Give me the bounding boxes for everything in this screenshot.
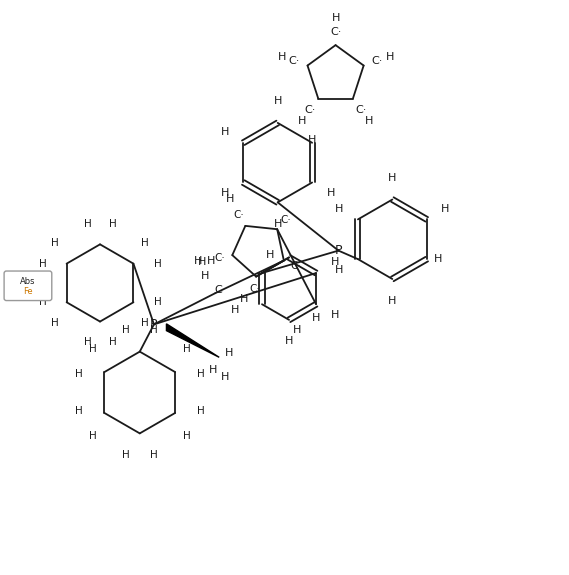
Text: H: H bbox=[154, 297, 161, 306]
Text: H: H bbox=[197, 369, 205, 378]
Text: H: H bbox=[207, 256, 216, 266]
Text: C·: C· bbox=[304, 105, 316, 114]
Text: H: H bbox=[331, 13, 340, 23]
Text: P: P bbox=[150, 318, 158, 331]
Text: H: H bbox=[434, 254, 442, 264]
Text: H: H bbox=[84, 337, 92, 347]
Text: H: H bbox=[388, 296, 397, 305]
Text: H: H bbox=[84, 219, 92, 229]
Text: H: H bbox=[327, 188, 335, 198]
Text: H: H bbox=[225, 348, 234, 358]
Text: H: H bbox=[141, 237, 149, 248]
Text: Abs: Abs bbox=[20, 277, 36, 286]
Text: C·: C· bbox=[330, 26, 341, 36]
Text: C·: C· bbox=[215, 253, 225, 263]
Text: H: H bbox=[441, 204, 450, 213]
Text: H: H bbox=[39, 297, 47, 306]
Text: H: H bbox=[240, 294, 248, 304]
Text: P: P bbox=[335, 244, 342, 257]
Text: H: H bbox=[141, 319, 149, 328]
Text: H: H bbox=[109, 337, 117, 347]
Text: H: H bbox=[154, 259, 161, 269]
Text: H: H bbox=[220, 188, 229, 198]
Text: H: H bbox=[89, 344, 97, 354]
Text: H: H bbox=[294, 325, 302, 335]
Text: H: H bbox=[122, 450, 129, 460]
Text: H: H bbox=[312, 313, 320, 323]
Text: C: C bbox=[214, 285, 222, 296]
Text: H: H bbox=[109, 219, 117, 229]
Text: H: H bbox=[335, 204, 344, 213]
Text: H: H bbox=[193, 256, 202, 266]
Text: H: H bbox=[266, 250, 274, 260]
Text: H: H bbox=[365, 116, 373, 125]
Text: H: H bbox=[331, 310, 339, 320]
Text: H: H bbox=[274, 219, 282, 229]
Text: H: H bbox=[278, 52, 286, 62]
Text: H: H bbox=[51, 237, 59, 248]
Text: H: H bbox=[183, 431, 191, 441]
Text: C·: C· bbox=[280, 215, 291, 225]
Text: H: H bbox=[122, 325, 129, 335]
FancyBboxPatch shape bbox=[4, 271, 52, 301]
Text: H: H bbox=[308, 135, 316, 145]
Text: H: H bbox=[385, 52, 394, 62]
Text: C·: C· bbox=[355, 105, 366, 114]
Text: C·: C· bbox=[371, 56, 382, 66]
Text: H: H bbox=[221, 372, 229, 382]
Text: H: H bbox=[209, 365, 218, 375]
Text: C·: C· bbox=[234, 210, 245, 220]
Text: H: H bbox=[331, 257, 339, 267]
Text: C·: C· bbox=[249, 284, 260, 294]
Polygon shape bbox=[167, 324, 219, 357]
Text: H: H bbox=[225, 194, 234, 204]
Text: H: H bbox=[51, 319, 59, 328]
Text: H: H bbox=[75, 407, 83, 416]
Text: H: H bbox=[298, 116, 307, 125]
Text: Fe: Fe bbox=[23, 287, 33, 296]
Text: H: H bbox=[388, 173, 397, 183]
Text: H: H bbox=[285, 336, 293, 346]
Text: H: H bbox=[197, 407, 205, 416]
Text: C·: C· bbox=[289, 56, 300, 66]
Text: H: H bbox=[150, 450, 158, 460]
Text: H: H bbox=[75, 369, 83, 378]
Text: H: H bbox=[197, 256, 206, 267]
Text: H: H bbox=[89, 431, 97, 441]
Text: H: H bbox=[201, 271, 209, 281]
Text: H: H bbox=[335, 265, 344, 275]
Text: C·: C· bbox=[290, 260, 300, 271]
Text: H: H bbox=[150, 325, 158, 335]
Text: H: H bbox=[231, 305, 240, 315]
Text: H: H bbox=[220, 127, 229, 137]
Text: H: H bbox=[274, 97, 282, 106]
Text: H: H bbox=[39, 259, 47, 269]
Text: H: H bbox=[183, 344, 191, 354]
